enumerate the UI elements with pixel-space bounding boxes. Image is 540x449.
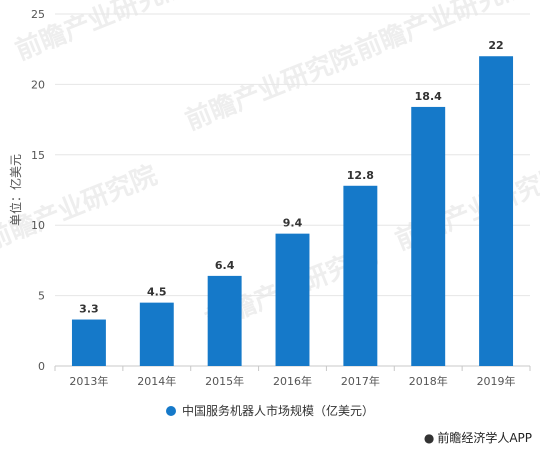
x-tick-label: 2014年 [137,374,176,388]
x-tick-label: 2017年 [341,374,380,388]
bar [275,233,310,366]
legend: 中国服务机器人市场规模（亿美元） [0,402,540,419]
data-label: 6.4 [215,259,235,272]
y-tick-label: 0 [38,360,45,373]
x-axis-ticks: 2013年 2014年 2015年 2016年 2017年 2018年 2019年 [54,366,531,388]
watermark-1: 前瞻产业研究院 [181,40,361,137]
watermark-2: 前瞻产业研究院 [0,160,161,257]
bar-data-labels: 3.3 4.5 6.4 9.4 12.8 18.4 22 [79,39,504,315]
bar [139,302,174,366]
x-tick-label: 2019年 [477,374,516,388]
data-label: 9.4 [283,217,303,230]
legend-label: 中国服务机器人市场规模（亿美元） [181,404,374,418]
credit-text: 前瞻经济学人APP [437,431,532,445]
y-tick-label: 10 [31,219,45,232]
y-tick-label: 5 [38,290,45,303]
y-axis-ticks: 0 5 10 15 20 25 [31,8,45,373]
source-credit: ● 前瞻经济学人APP [424,429,532,446]
bars [71,56,514,367]
data-label: 12.8 [347,169,374,182]
bar [343,185,378,366]
bar [207,275,242,366]
data-label: 3.3 [79,303,99,316]
wechat-icon: ● [423,430,435,445]
legend-marker [165,405,176,416]
data-label: 4.5 [147,286,167,299]
y-tick-label: 25 [31,8,45,21]
y-tick-label: 20 [31,78,45,91]
bar [411,106,446,366]
bar [479,56,514,367]
x-tick-label: 2016年 [273,374,312,388]
x-tick-label: 2015年 [205,374,244,388]
legend-item: 中国服务机器人市场规模（亿美元） [165,402,374,419]
data-label: 22 [488,39,503,52]
x-tick-label: 2018年 [409,374,448,388]
bar [71,319,106,366]
y-tick-label: 15 [31,149,45,162]
y-axis-label: 单位：亿美元 [8,154,23,226]
watermarks: 前瞻产业研究院前瞻产业研究院前瞻产业研究院前瞻产业研究院前瞻产业研究院前瞻产业研… [0,0,540,336]
data-label: 18.4 [415,90,442,103]
x-tick-label: 2013年 [69,374,108,388]
